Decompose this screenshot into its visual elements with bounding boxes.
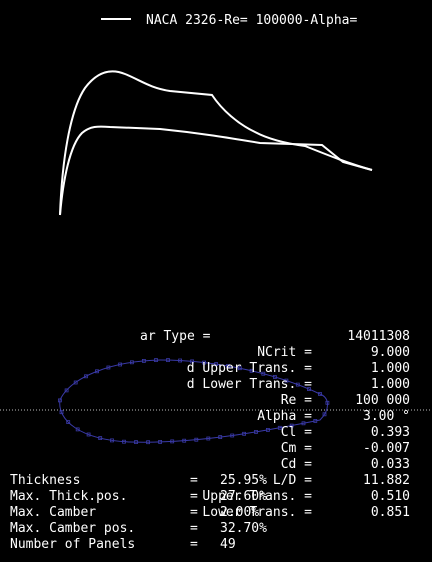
- geom-value: 2.00%: [220, 505, 259, 521]
- param-value: -0.007: [300, 441, 410, 457]
- geom-value: 32.70%: [220, 521, 267, 537]
- param-label: d Upper Trans. =: [140, 361, 312, 377]
- geom-label: Max. Thick.pos.: [10, 489, 127, 505]
- geom-value: 49: [220, 537, 236, 553]
- geom-value: 27.60%: [220, 489, 267, 505]
- param-label: ar Type =: [140, 329, 242, 345]
- geom-eq: =: [190, 521, 198, 537]
- param-value: 0.033: [300, 457, 410, 473]
- param-label: Cm =: [140, 441, 312, 457]
- geom-label: Max. Camber: [10, 505, 96, 521]
- lower-curve: [60, 127, 372, 215]
- param-value: 0.393: [300, 425, 410, 441]
- geom-eq: =: [190, 505, 198, 521]
- param-value: 1.000: [300, 377, 410, 393]
- geom-value: 25.95%: [220, 473, 267, 489]
- geom-label: Max. Camber pos.: [10, 521, 135, 537]
- param-label: Cd =: [140, 457, 312, 473]
- geom-eq: =: [190, 537, 198, 553]
- param-label: Cl =: [140, 425, 312, 441]
- param-value: 9.000: [300, 345, 410, 361]
- param-label: d Lower Trans. =: [140, 377, 312, 393]
- param-value: 3.00 °: [300, 409, 410, 425]
- param-value: 11.882: [300, 473, 410, 489]
- param-value: 0.510: [300, 489, 410, 505]
- param-label: Alpha =: [140, 409, 312, 425]
- param-value: 14011308: [300, 329, 410, 345]
- geom-label: Number of Panels: [10, 537, 135, 553]
- param-value: 0.851: [300, 505, 410, 521]
- param-value: 1.000: [300, 361, 410, 377]
- geom-eq: =: [190, 489, 198, 505]
- param-value: 100 000: [300, 393, 410, 409]
- geom-label: Thickness: [10, 473, 80, 489]
- param-label: Re =: [140, 393, 312, 409]
- geom-eq: =: [190, 473, 198, 489]
- param-label: NCrit =: [140, 345, 312, 361]
- upper-curve: [60, 71, 372, 215]
- legend-label: NACA 2326-Re= 100000-Alpha=: [146, 13, 357, 28]
